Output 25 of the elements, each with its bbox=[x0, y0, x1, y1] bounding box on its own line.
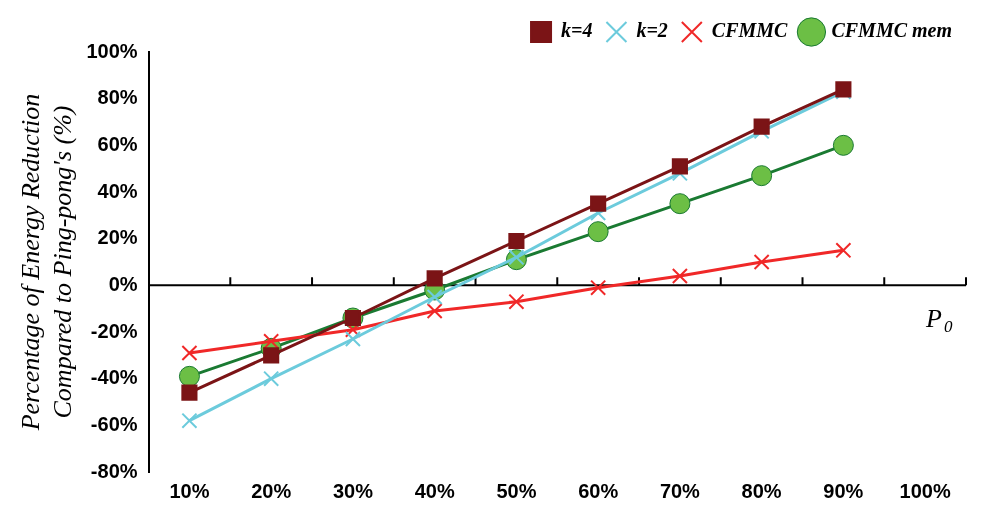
legend-label: k=4 bbox=[561, 19, 593, 42]
y-tick-label: -60% bbox=[90, 412, 138, 435]
x-tick-label: 20% bbox=[251, 479, 292, 502]
legend-label: CFMMC mem bbox=[831, 19, 952, 42]
y-tick-label: 80% bbox=[97, 86, 138, 109]
x-tick-label: 10% bbox=[169, 479, 210, 502]
x-tick-label: 80% bbox=[741, 479, 782, 502]
legend-label: CFMMC bbox=[711, 19, 789, 42]
x-tick-label: 90% bbox=[823, 479, 864, 502]
x-tick-label: 70% bbox=[659, 479, 701, 502]
x-tick-label: 30% bbox=[332, 479, 374, 502]
x-tick-label: 100% bbox=[899, 479, 951, 502]
y-tick-label: 40% bbox=[97, 179, 138, 202]
x-tick-label: 40% bbox=[414, 479, 455, 502]
y-tick-label: -40% bbox=[90, 366, 138, 389]
x-tick-label: 50% bbox=[496, 479, 537, 502]
y-axis-title: Percentage of Energy Reduction Compared to Ping-pong's (%) bbox=[16, 93, 77, 432]
y-tick-label: -80% bbox=[90, 459, 138, 482]
x-tick-label: 60% bbox=[578, 479, 619, 502]
y-tick-label: -20% bbox=[90, 319, 138, 342]
y-tick-label: 20% bbox=[97, 226, 138, 249]
legend-label: k=2 bbox=[636, 19, 668, 42]
y-tick-label: 100% bbox=[86, 39, 138, 62]
y-tick-label: 0% bbox=[108, 272, 138, 295]
y-tick-label: 60% bbox=[97, 132, 138, 155]
